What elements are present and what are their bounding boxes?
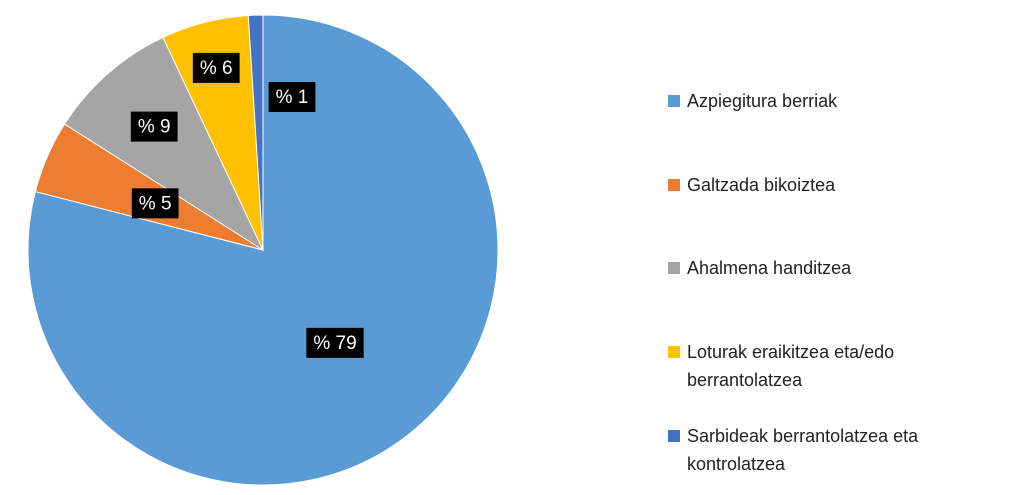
- data-label-text: % 5: [139, 193, 172, 214]
- legend-item: Ahalmena handitzea: [668, 254, 998, 282]
- data-label: % 79: [306, 327, 364, 358]
- data-label-text: % 6: [200, 58, 233, 79]
- data-label-box: [130, 111, 178, 142]
- legend-item: Sarbideak berrantolatzea eta kontrolatze…: [668, 422, 998, 478]
- legend-label: Ahalmena handitzea: [687, 258, 852, 278]
- data-label-box: [131, 188, 179, 219]
- legend-label: Sarbideak berrantolatzea eta kontrolatze…: [687, 426, 919, 474]
- chart: % 79 % 5 % 9 % 6 % 1: [27, 14, 499, 486]
- data-label: % 6: [192, 52, 240, 83]
- data-label-text: % 1: [276, 87, 309, 108]
- legend-label: Loturak eraikitzea eta/edo berrantolatze…: [687, 342, 895, 390]
- legend-item: Azpiegitura berriak: [668, 87, 998, 115]
- legend-swatch: [668, 179, 680, 191]
- legend-item: Loturak eraikitzea eta/edo berrantolatze…: [668, 338, 998, 394]
- legend-label: Azpiegitura berriak: [687, 91, 838, 111]
- legend-swatch: [668, 95, 680, 107]
- legend-swatch: [668, 346, 680, 358]
- pie-slice: [63, 36, 265, 252]
- data-label-text: % 79: [313, 333, 356, 354]
- legend-swatch: [668, 430, 680, 442]
- legend-label: Galtzada bikoiztea: [687, 175, 836, 195]
- data-label-box: [192, 52, 240, 83]
- pie-slice: [247, 14, 264, 251]
- data-label: % 1: [268, 82, 316, 112]
- data-label: % 9: [130, 111, 178, 142]
- legend-item: Galtzada bikoiztea: [668, 171, 998, 199]
- data-label-box: [268, 82, 316, 112]
- data-label-box: [306, 327, 364, 358]
- data-label-text: % 9: [138, 117, 171, 138]
- legend-swatch: [668, 262, 680, 274]
- data-label: % 5: [131, 188, 179, 219]
